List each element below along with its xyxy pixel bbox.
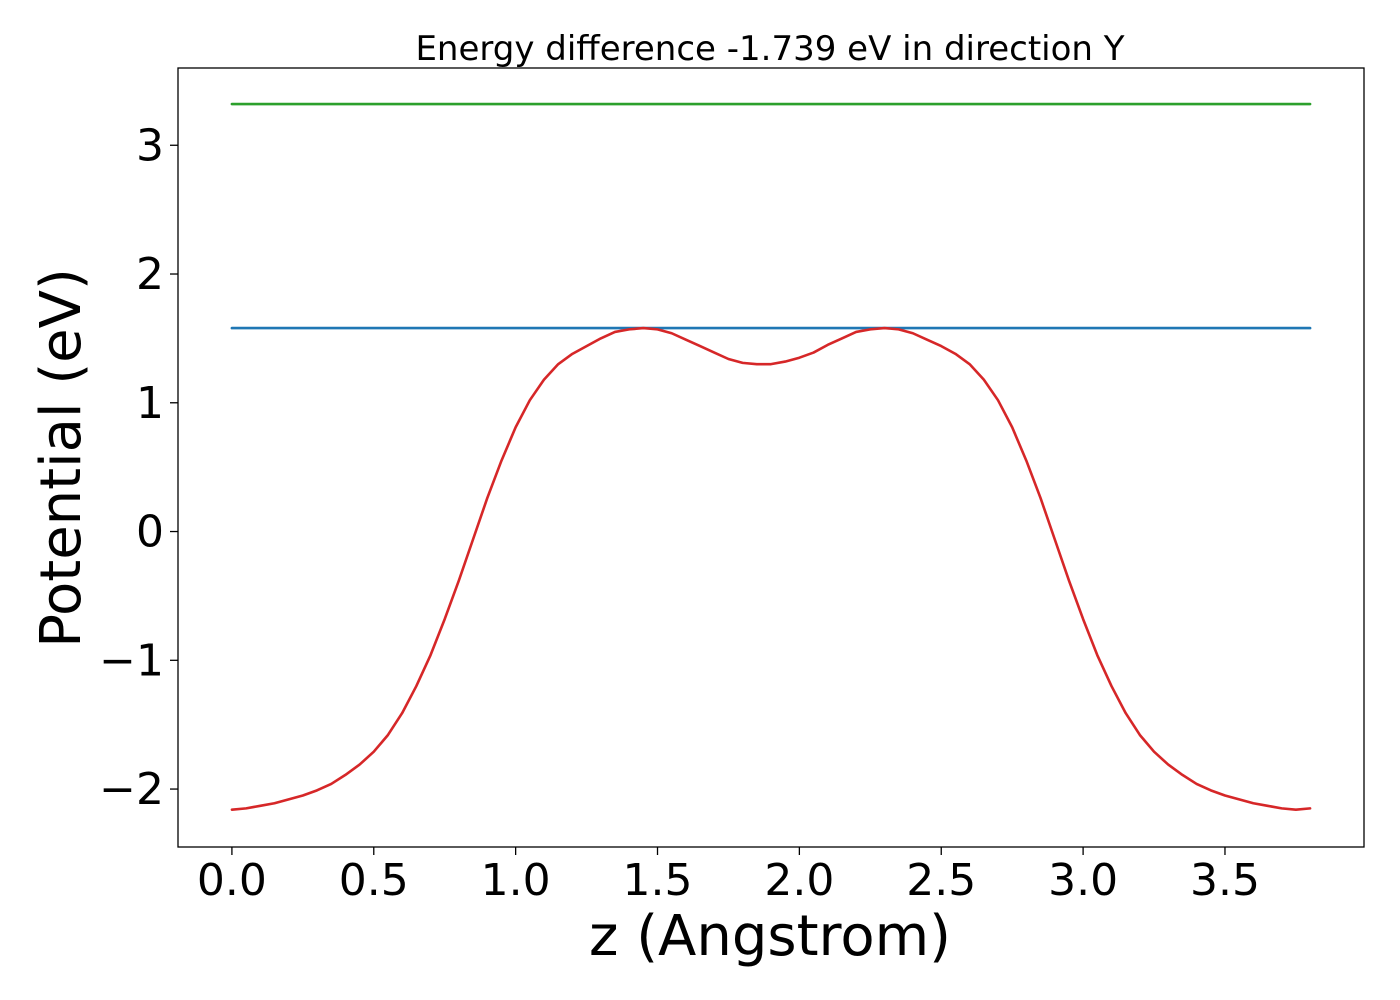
x-tick-label: 0.0 bbox=[197, 855, 267, 906]
y-tick-label: 3 bbox=[136, 120, 164, 171]
potential-curve bbox=[230, 326, 1312, 811]
plot-area-frame bbox=[177, 67, 1365, 848]
y-tick-label: 0 bbox=[136, 507, 164, 558]
x-tick-label: 1.5 bbox=[623, 855, 693, 906]
y-axis-ticks: −2 −1 0 1 2 3 bbox=[99, 120, 178, 815]
x-tick-label: 0.5 bbox=[339, 855, 409, 906]
chart-title: Energy difference -1.739 eV in direction… bbox=[415, 29, 1124, 69]
y-tick-label: −2 bbox=[99, 764, 164, 815]
x-axis-ticks: 0.0 0.5 1.0 1.5 2.0 2.5 3.0 3.5 bbox=[197, 847, 1260, 906]
x-tick-label: 2.5 bbox=[906, 855, 976, 906]
x-tick-label: 2.0 bbox=[764, 855, 834, 906]
y-tick-label: 1 bbox=[136, 378, 164, 429]
x-tick-label: 1.0 bbox=[481, 855, 551, 906]
series-layer bbox=[230, 102, 1312, 811]
x-axis-title: z (Angstrom) bbox=[589, 904, 951, 969]
y-tick-label: 2 bbox=[136, 249, 164, 300]
y-axis-title: Potential (eV) bbox=[29, 268, 94, 648]
x-tick-label: 3.0 bbox=[1048, 855, 1118, 906]
y-tick-label: −1 bbox=[99, 635, 164, 686]
x-tick-label: 3.5 bbox=[1190, 855, 1260, 906]
